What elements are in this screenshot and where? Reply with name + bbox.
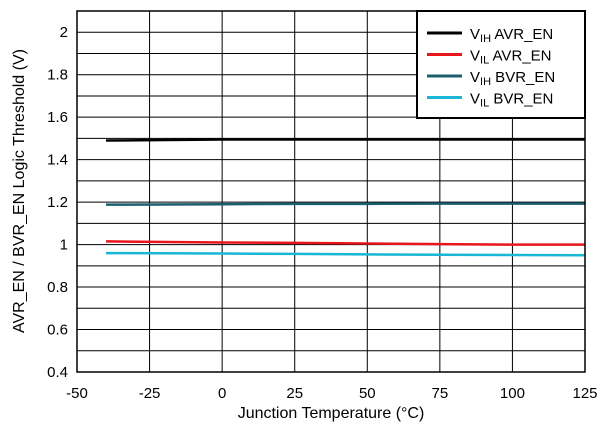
x-tick-labels: -50 -25 0 25 50 75 100 125 bbox=[66, 385, 597, 402]
x-tick-label: 100 bbox=[500, 385, 525, 402]
series-line-1 bbox=[106, 240, 585, 246]
x-tick-label: -25 bbox=[139, 385, 161, 402]
y-tick-label: 1 bbox=[60, 237, 68, 254]
y-tick-label: 2 bbox=[60, 24, 68, 41]
legend-label: VIH AVR_EN bbox=[470, 26, 553, 45]
plot-frame bbox=[76, 10, 586, 373]
x-tick-label: 75 bbox=[432, 385, 449, 402]
x-tick-label: 25 bbox=[286, 385, 303, 402]
series-line-3 bbox=[106, 251, 586, 257]
y-tick-labels: 0.4 0.6 0.8 1 1.2 1.4 1.6 1.8 2 bbox=[47, 24, 68, 381]
x-tick-label: 0 bbox=[218, 385, 226, 402]
y-tick-label: 0.8 bbox=[47, 279, 68, 296]
y-tick-label: 0.6 bbox=[47, 322, 68, 339]
series-line-0 bbox=[106, 138, 585, 142]
series-layer bbox=[106, 138, 586, 257]
series-line-2 bbox=[106, 202, 585, 206]
x-axis-title: Junction Temperature (°C) bbox=[238, 405, 425, 422]
legend-label: VIL BVR_EN bbox=[470, 91, 553, 110]
y-axis-title: AVR_EN / BVR_EN Logic Threshold (V) bbox=[11, 49, 28, 333]
y-tick-label: 1.2 bbox=[47, 194, 68, 211]
x-tick-label: 50 bbox=[359, 385, 376, 402]
legend-label: VIL AVR_EN bbox=[470, 48, 551, 67]
y-tick-label: 1.8 bbox=[47, 67, 68, 84]
legend-box bbox=[416, 10, 586, 119]
y-tick-label: 0.4 bbox=[47, 364, 68, 381]
legend: VIH AVR_EN VIL AVR_EN VIH BVR_EN VIL BVR_EN bbox=[416, 10, 586, 119]
y-tick-label: 1.6 bbox=[47, 109, 68, 126]
x-tick-label: -50 bbox=[66, 385, 88, 402]
y-tick-label: 1.4 bbox=[47, 152, 68, 169]
x-tick-label: 125 bbox=[572, 385, 597, 402]
legend-label: VIH BVR_EN bbox=[470, 69, 555, 88]
